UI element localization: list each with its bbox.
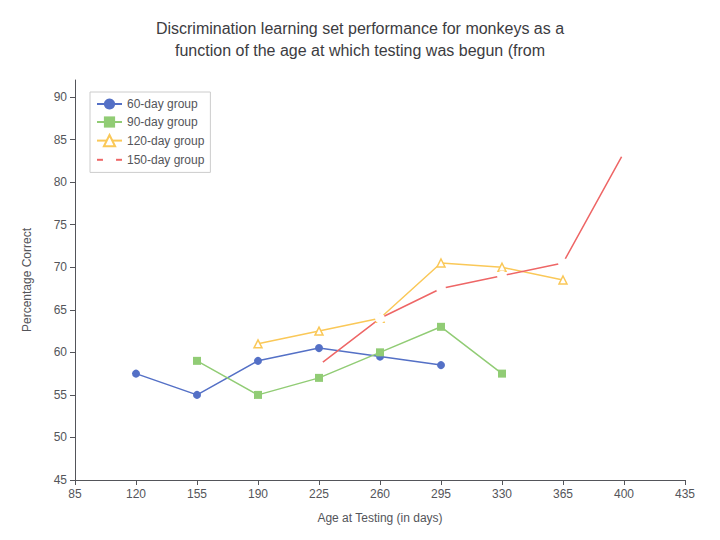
svg-text:400: 400 — [614, 487, 634, 501]
svg-text:260: 260 — [370, 487, 390, 501]
svg-text:435: 435 — [675, 487, 695, 501]
svg-text:60: 60 — [54, 345, 68, 359]
svg-text:295: 295 — [431, 487, 451, 501]
svg-text:75: 75 — [54, 218, 68, 232]
svg-text:45: 45 — [54, 473, 68, 487]
svg-text:50: 50 — [54, 430, 68, 444]
svg-text:85: 85 — [68, 487, 82, 501]
svg-text:225: 225 — [309, 487, 329, 501]
svg-text:190: 190 — [248, 487, 268, 501]
svg-text:80: 80 — [54, 175, 68, 189]
svg-text:70: 70 — [54, 260, 68, 274]
svg-text:Age at Testing (in days): Age at Testing (in days) — [317, 511, 442, 525]
svg-text:function of the age at which t: function of the age at which testing was… — [175, 42, 545, 59]
svg-text:85: 85 — [54, 133, 68, 147]
svg-text:365: 365 — [553, 487, 573, 501]
svg-text:150-day group: 150-day group — [127, 153, 205, 167]
svg-text:120-day group: 120-day group — [127, 134, 205, 148]
svg-text:60-day group: 60-day group — [127, 97, 198, 111]
svg-text:90-day group: 90-day group — [127, 115, 198, 129]
svg-text:Discrimination learning set pe: Discrimination learning set performance … — [156, 20, 564, 37]
svg-text:90: 90 — [54, 90, 68, 104]
svg-text:120: 120 — [126, 487, 146, 501]
svg-text:155: 155 — [187, 487, 207, 501]
svg-text:330: 330 — [492, 487, 512, 501]
svg-text:65: 65 — [54, 303, 68, 317]
svg-text:55: 55 — [54, 388, 68, 402]
svg-text:Percentage Correct: Percentage Correct — [20, 227, 34, 332]
